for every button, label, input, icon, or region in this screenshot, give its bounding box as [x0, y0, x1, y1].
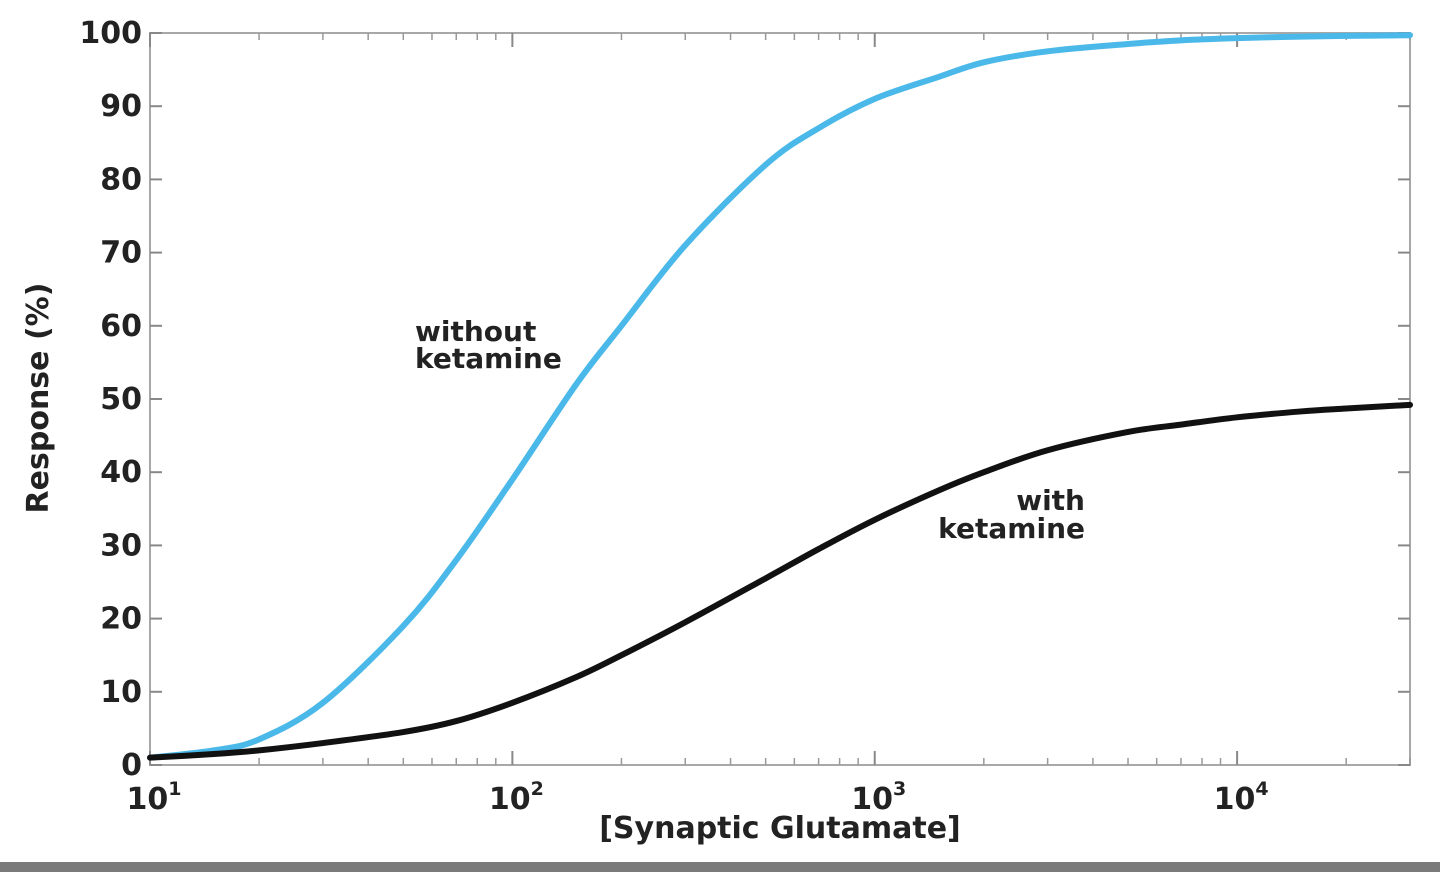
y-tick-label-20: 20	[100, 602, 142, 637]
x-tick-label-10: 101	[127, 778, 182, 817]
bottom-border	[0, 862, 1440, 872]
y-tick-label-30: 30	[100, 528, 142, 563]
y-tick-label-0: 0	[121, 748, 142, 783]
x-axis: 101 102 103 104	[127, 33, 1269, 817]
minor-ticks	[258, 33, 1411, 765]
x-tick-label-1000: 103	[851, 778, 906, 817]
x-tick-label-100: 102	[489, 778, 544, 817]
plot-frame	[149, 32, 1411, 766]
series-line-with-ketamine	[147, 401, 1413, 761]
annotation-with-line1: with	[1016, 484, 1085, 517]
series-line-without-ketamine	[147, 32, 1413, 761]
y-tick-label-10: 10	[100, 675, 142, 710]
y-tick-label-50: 50	[100, 382, 142, 417]
y-tick-label-90: 90	[100, 89, 142, 124]
y-tick-label-60: 60	[100, 309, 142, 344]
y-tick-label-40: 40	[100, 455, 142, 490]
x-axis-title: [Synaptic Glutamate]	[599, 811, 961, 846]
annotation-with-line2: ketamine	[938, 512, 1085, 545]
y-tick-label-80: 80	[100, 162, 142, 197]
y-axis: 0 10 20 30 40 50 60 70 80 90 100	[79, 16, 1410, 783]
annotation-without-line1: without	[415, 315, 536, 348]
y-tick-label-70: 70	[100, 236, 142, 271]
y-axis-title: Response (%)	[21, 283, 56, 514]
x-tick-label-10000: 104	[1214, 778, 1269, 817]
annotation-without-line2: ketamine	[415, 342, 562, 375]
y-tick-label-100: 100	[79, 16, 142, 51]
series-layer	[147, 32, 1413, 761]
